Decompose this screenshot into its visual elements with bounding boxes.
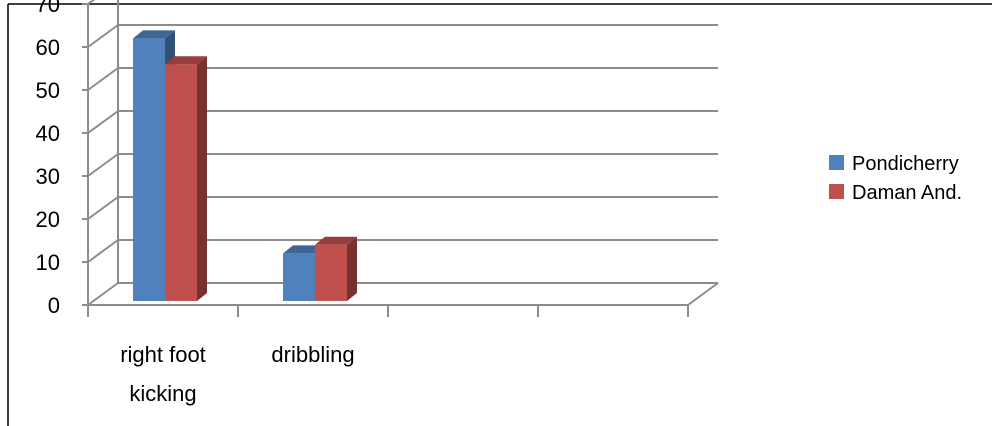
gridline-side xyxy=(87,0,96,5)
gridline-side xyxy=(87,282,119,306)
bar-top-face xyxy=(315,236,357,245)
bar-top-face xyxy=(133,30,175,39)
gridline-side xyxy=(87,196,119,220)
bar-top-face xyxy=(283,245,325,254)
chart-frame xyxy=(7,3,992,426)
x-tick-label: right foot xyxy=(120,342,206,367)
axes xyxy=(82,0,719,317)
x-tick-label: kicking xyxy=(129,381,196,406)
bar-top-face xyxy=(165,56,207,65)
floor-right-edge xyxy=(687,282,719,306)
bar xyxy=(165,56,207,302)
bar xyxy=(315,236,357,301)
gridlines xyxy=(87,0,718,306)
x-tick-label: dribbling xyxy=(271,342,354,367)
legend: Pondicherry Daman And. xyxy=(829,153,962,204)
bar-front-face xyxy=(283,253,315,301)
y-tick-label: 40 xyxy=(36,121,60,146)
y-tick-labels: 0 10 20 30 40 50 60 70 xyxy=(36,0,60,318)
legend-label: Daman And. xyxy=(852,182,962,204)
gridline-side xyxy=(87,239,119,263)
y-tick-label: 30 xyxy=(36,164,60,189)
y-tick-label: 60 xyxy=(36,35,60,60)
y-tick-label: 70 xyxy=(36,0,60,17)
bar-front-face xyxy=(165,64,197,301)
bar-side-face xyxy=(347,236,357,301)
legend-swatch xyxy=(829,184,844,199)
legend-label: Pondicherry xyxy=(852,153,959,175)
legend-swatch xyxy=(829,155,844,170)
bar-front-face xyxy=(133,38,165,302)
y-tick-label: 10 xyxy=(36,250,60,275)
y-tick-label: 20 xyxy=(36,207,60,232)
gridline-side xyxy=(87,110,119,134)
y-tick-label: 50 xyxy=(36,78,60,103)
bars xyxy=(133,30,357,302)
bar-side-face xyxy=(197,56,207,302)
y-tick-label: 0 xyxy=(48,293,60,318)
bar-front-face xyxy=(315,244,347,301)
gridline-side xyxy=(87,67,119,91)
bar xyxy=(283,245,325,301)
x-tick-labels: right foot kicking dribbling xyxy=(120,342,354,406)
gridline-side xyxy=(87,153,119,177)
gridline-side xyxy=(87,24,119,48)
